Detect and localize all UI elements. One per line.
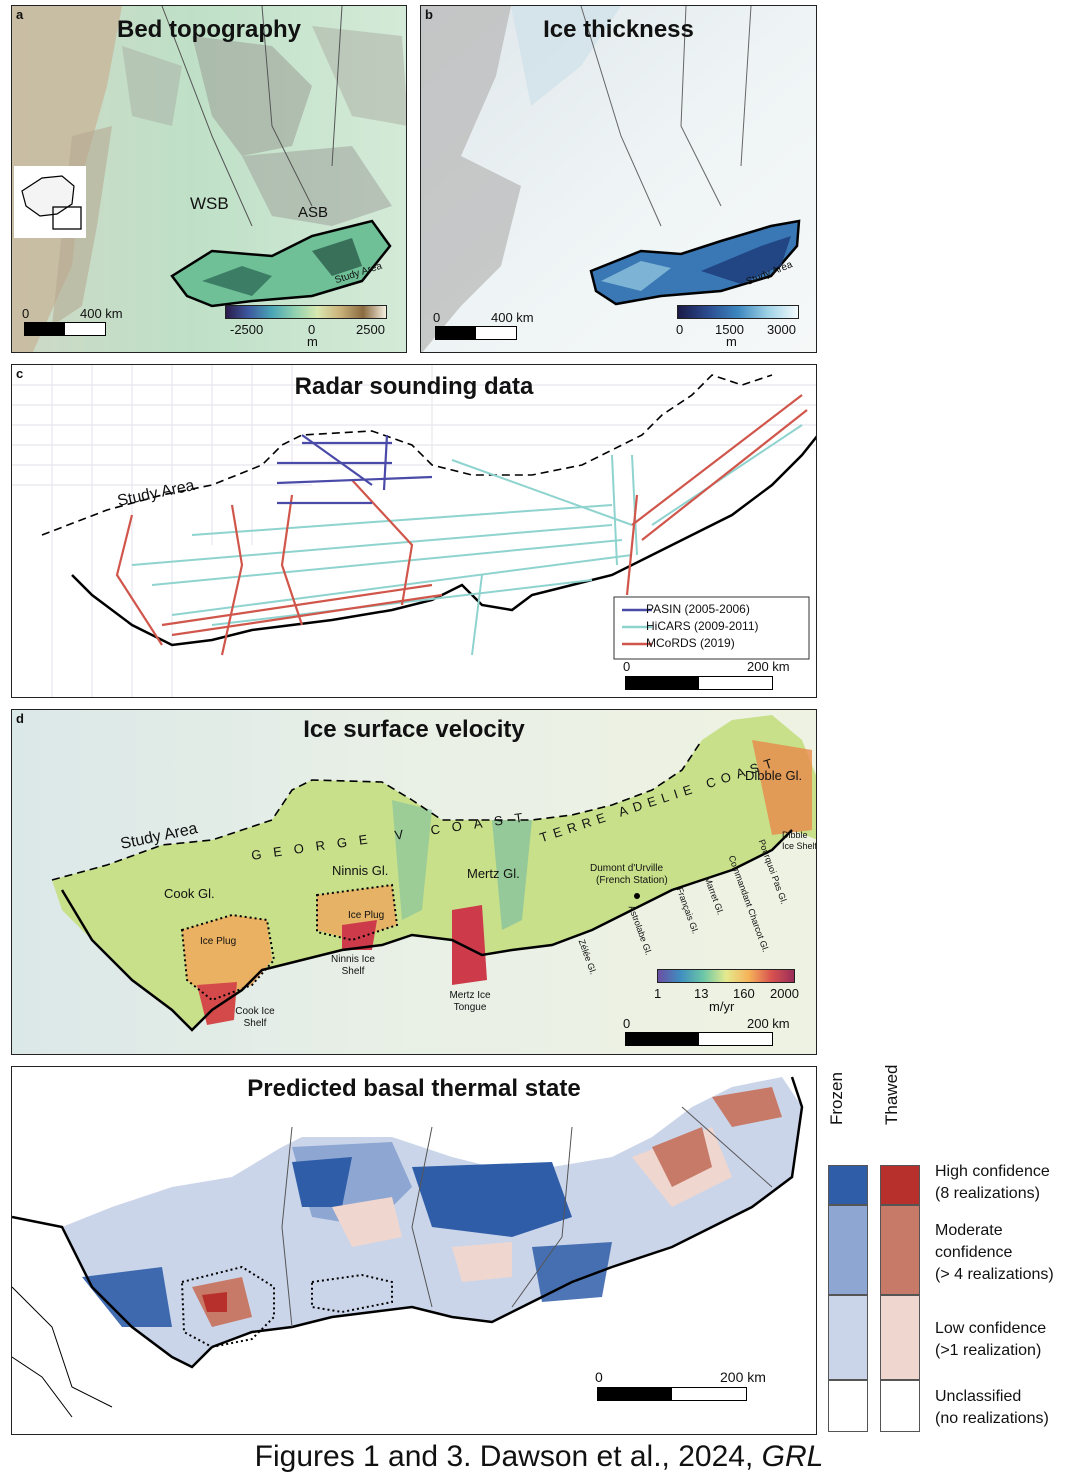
panel-d-title: Ice surface velocity (303, 716, 525, 743)
scalebar-distance-d: 200 km (747, 1016, 790, 1031)
legend-frozen-high-swatch (828, 1165, 868, 1205)
colorbar-bed-tick-2: 0 (308, 322, 316, 337)
colorbar-velocity-tick-3: 160 (733, 986, 755, 1001)
colorbar-velocity-tick-1: 1 (654, 986, 662, 1001)
panel-c-letter: c (16, 366, 24, 381)
panel-e-title: Predicted basal thermal state (247, 1075, 581, 1102)
legend-moderate-line2: confidence (935, 1244, 1013, 1261)
scalebar-b (435, 326, 517, 340)
legend-frozen-unclassified-swatch (828, 1380, 868, 1432)
panel-d-ice-surface-velocity: d Ice surface velocity Study Area GEORGE… (11, 709, 817, 1055)
legend-frozen-header: Frozen (827, 1072, 846, 1125)
thermal-state-map (12, 1067, 816, 1434)
mertz-ice-tongue-label: Mertz Ice Tongue (449, 990, 491, 1013)
panel-c-radar-sounding: c Radar sounding data Study Area PASIN (… (11, 364, 817, 698)
panel-b-title: Ice thickness (543, 16, 694, 43)
ice-thickness-map (421, 6, 816, 352)
legend-mcords: MCoRDS (2019) (646, 636, 735, 650)
legend-thawed-unclassified-swatch (880, 1380, 920, 1432)
scalebar-a (24, 322, 106, 336)
legend-low-line2: (>1 realization) (935, 1342, 1042, 1359)
panel-e-basal-thermal-state: Predicted basal thermal state 0 200 km (11, 1066, 817, 1435)
colorbar-bed (225, 305, 387, 319)
velocity-map (12, 710, 816, 1054)
colorbar-bed-tick-1: -2500 (230, 322, 264, 337)
dumont-label: Dumont d'Urville (590, 863, 664, 874)
bed-topography-map (12, 6, 406, 352)
colorbar-thickness-unit: m (726, 334, 737, 349)
panel-a-title: Bed topography (117, 16, 301, 43)
panel-d-letter: d (16, 711, 24, 726)
scalebar-distance-c: 200 km (747, 659, 790, 674)
radar-map (12, 365, 816, 697)
legend-thawed-high-swatch (880, 1165, 920, 1205)
colorbar-thickness-tick-2: 1500 (715, 322, 744, 337)
scalebar-c (625, 676, 773, 690)
scalebar-zero-b: 0 (433, 310, 441, 325)
ninnis-ice-shelf-label: Ninnis Ice Shelf (331, 954, 375, 977)
colorbar-thickness (677, 305, 799, 319)
legend-unclassified-line2: (no realizations) (935, 1410, 1049, 1427)
colorbar-thickness-tick-3: 3000 (767, 322, 796, 337)
legend-pasin: PASIN (2005-2006) (646, 602, 750, 616)
scalebar-zero-e: 0 (595, 1369, 603, 1385)
colorbar-bed-tick-3: 2500 (356, 322, 385, 337)
dibble-ice-shelf-label: Dibble Ice Shelf (782, 830, 817, 851)
scalebar-zero-c: 0 (623, 659, 631, 674)
colorbar-velocity-unit: m/yr (709, 999, 735, 1014)
mertz-gl-label: Mertz Gl. (467, 866, 520, 881)
scalebar-distance-e: 200 km (720, 1369, 766, 1385)
wsb-label: WSB (190, 194, 229, 213)
legend-thawed-moderate-swatch (880, 1205, 920, 1295)
ninnis-gl-label: Ninnis Gl. (332, 863, 389, 878)
panel-a-letter: a (16, 7, 24, 22)
caption-text: Figures 1 and 3. Dawson et al., 2024, (254, 1440, 762, 1473)
colorbar-velocity (657, 969, 795, 983)
legend-thawed-header: Thawed (882, 1064, 901, 1125)
scalebar-zero-a: 0 (22, 306, 30, 321)
legend-moderate-line3: (> 4 realizations) (935, 1266, 1054, 1283)
french-station-label: (French Station) (596, 875, 668, 886)
scalebar-zero-d: 0 (623, 1016, 631, 1031)
legend-high-line1: High confidence (935, 1163, 1050, 1180)
panel-c-title: Radar sounding data (294, 373, 534, 400)
scalebar-d (625, 1032, 773, 1046)
dibble-gl-label: Dibble Gl. (745, 768, 803, 783)
colorbar-thickness-tick-1: 0 (676, 322, 684, 337)
asb-label: ASB (298, 204, 329, 221)
ice-plug-label-2: Ice Plug (348, 910, 385, 921)
panel-b-letter: b (425, 7, 433, 22)
caption-journal: GRL (761, 1440, 824, 1473)
cook-ice-shelf-label: Cook Ice Shelf (235, 1006, 275, 1029)
legend-moderate-line1: Moderate (935, 1222, 1003, 1239)
ice-plug-label-1: Ice Plug (200, 936, 237, 947)
scalebar-distance-b: 400 km (491, 310, 534, 325)
colorbar-velocity-tick-4: 2000 (770, 986, 799, 1001)
colorbar-bed-unit: m (307, 334, 318, 349)
legend-thawed-low-swatch (880, 1295, 920, 1380)
figure-caption: Figures 1 and 3. Dawson et al., 2024, GR… (0, 1440, 1078, 1474)
legend-unclassified-line1: Unclassified (935, 1388, 1022, 1405)
legend-frozen-low-swatch (828, 1295, 868, 1380)
cook-gl-label: Cook Gl. (164, 886, 215, 901)
panel-b-ice-thickness: b Ice thickness Study Area 0 400 km 0 15… (420, 5, 817, 353)
panel-a-bed-topography: a Bed topography WSB ASB Study Area 0 40… (11, 5, 407, 353)
legend-high-line2: (8 realizations) (935, 1185, 1040, 1202)
legend-hicars: HiCARS (2009-2011) (646, 619, 759, 633)
legend-low-line1: Low confidence (935, 1320, 1047, 1337)
scalebar-e (597, 1387, 747, 1401)
scalebar-distance-a: 400 km (80, 306, 123, 321)
colorbar-velocity-tick-2: 13 (694, 986, 709, 1001)
legend-frozen-moderate-swatch (828, 1205, 868, 1295)
